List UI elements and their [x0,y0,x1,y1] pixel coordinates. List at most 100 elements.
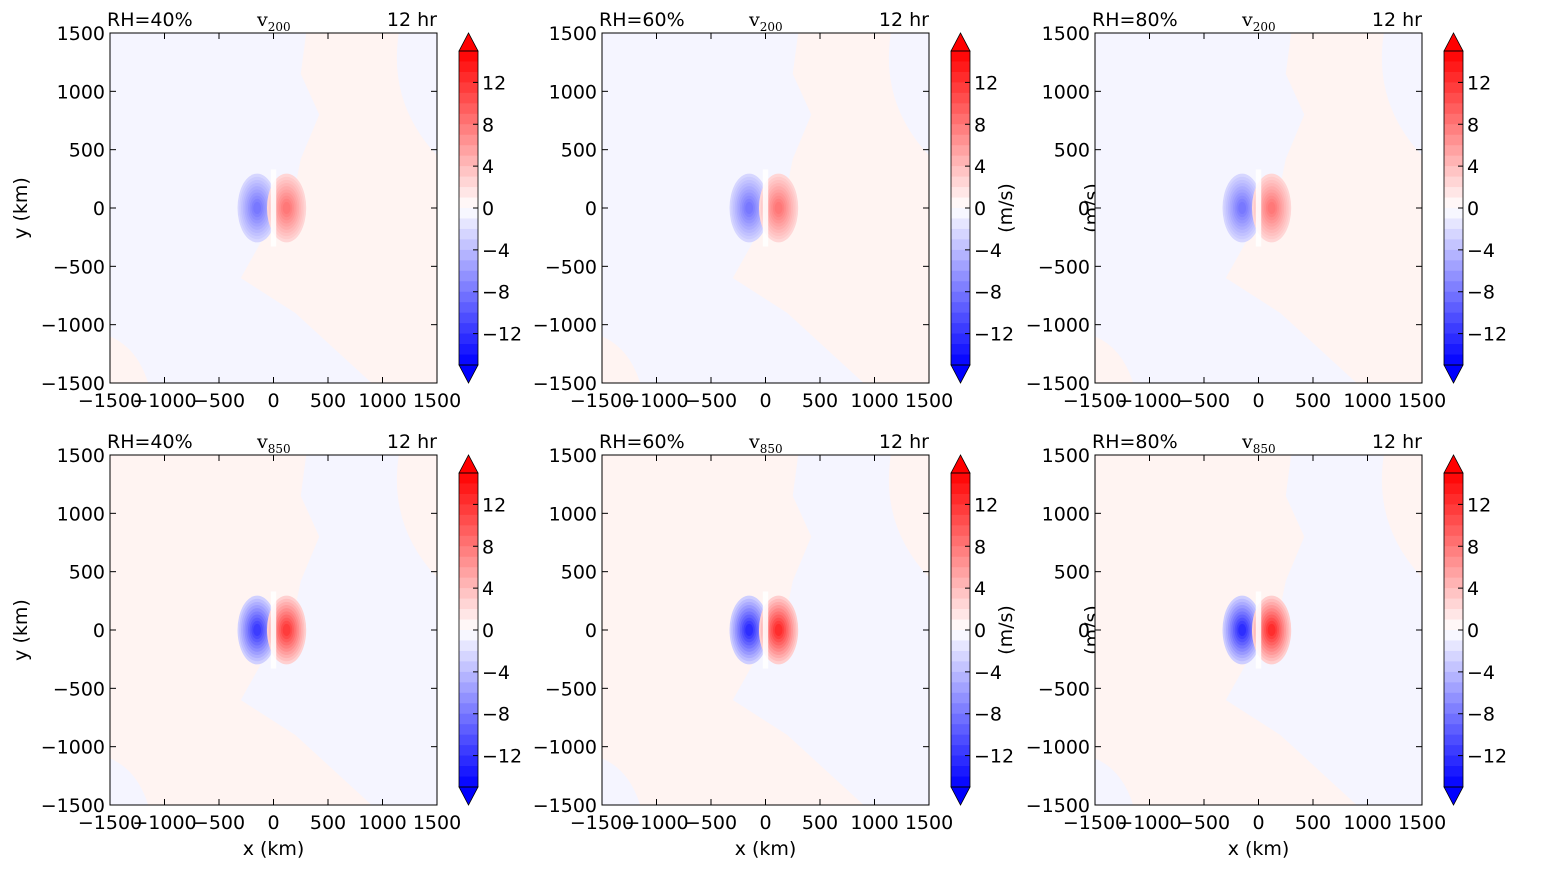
colorbar-segment [951,71,970,83]
colorbar-segment [459,187,478,199]
zero-gap [762,169,769,247]
negative-lobe-contour [1238,623,1247,637]
y-tick-label: 1000 [549,81,597,103]
colorbar-segment [1444,51,1463,62]
rh-label: RH=40% [107,9,193,31]
colorbar-segment [951,228,970,240]
contour-field [1095,455,1422,805]
colorbar-segment [459,493,478,505]
y-tick-label: 500 [561,140,597,162]
colorbar-segment [459,671,478,683]
variable-symbol: v [256,9,268,31]
zero-gap [1255,169,1262,247]
colorbar-segment [1444,525,1463,537]
colorbar-segment [1444,218,1463,230]
rh-label: RH=60% [599,431,685,453]
rh-label: RH=80% [1092,9,1178,31]
background-east [1225,455,1422,805]
x-tick-label: −500 [685,812,737,834]
colorbar-tick-label: −12 [482,746,522,768]
colorbar-segment [459,609,478,621]
colorbar-segment [1444,92,1463,104]
contour-field [110,455,437,805]
colorbar-segment [459,734,478,746]
x-tick-label: −1500 [1063,390,1127,412]
zero-gap [270,169,277,247]
colorbar-tick-label: 8 [1467,536,1479,558]
panel-1: −1500−1500−1000−1000−500−500005005001000… [533,9,1103,412]
time-label: 12 hr [1372,9,1422,31]
time-label: 12 hr [1372,431,1422,453]
colorbar-segment [459,197,478,209]
colorbar-segment [1444,640,1463,652]
colorbar-segment [459,745,478,757]
colorbar-segment [459,630,478,641]
colorbar-tick-label: 12 [1467,72,1491,94]
y-tick-label: −1000 [1026,315,1090,337]
colorbar-segment [951,281,970,293]
colorbar-segment [1444,703,1463,715]
colorbar-segment [951,197,970,209]
colorbar-segment [1444,344,1463,356]
x-tick-label: −500 [1178,812,1230,834]
colorbar-segment [459,145,478,157]
colorbar-segment [459,692,478,704]
y-tick-label: 1000 [57,81,105,103]
colorbar-tick-label: 0 [1467,620,1479,642]
colorbar-segment [951,640,970,652]
variable-symbol: v [1241,9,1253,31]
colorbar-tick-label: 12 [1467,494,1491,516]
colorbar-segment [459,166,478,178]
colorbar-segment [951,312,970,324]
panel-4: −1500−1500−1000−1000−500−500005005001000… [533,431,1103,860]
colorbar-segment [1444,619,1463,631]
colorbar-segment [951,514,970,526]
y-tick-label: 0 [93,198,105,220]
x-axis-label: x (km) [1228,838,1290,860]
colorbar-tick-label: 8 [974,536,986,558]
colorbar-tick-label: −4 [974,662,1002,684]
colorbar-tick-label: −4 [482,662,510,684]
negative-lobe-contour [1238,201,1247,215]
x-tick-label: 1500 [413,390,461,412]
zero-gap [270,591,277,669]
colorbar-segment [459,483,478,495]
negative-lobe-contour [253,201,262,215]
x-tick-label: −1500 [78,390,142,412]
rh-label: RH=80% [1092,431,1178,453]
variable-subscript: 850 [268,442,291,456]
colorbar-segment [951,344,970,356]
colorbar-tick-label: −12 [482,324,522,346]
colorbar-segment [459,556,478,568]
colorbar-segment [459,239,478,251]
colorbar-segment [951,323,970,335]
colorbar-segment [459,218,478,230]
x-tick-label: 500 [310,390,346,412]
y-tick-label: −500 [545,256,597,278]
colorbar-extend-min [458,786,479,806]
colorbar-segment [459,302,478,314]
colorbar-segment [1444,473,1463,484]
colorbar-segment [459,71,478,83]
y-tick-label: 0 [1078,620,1090,642]
colorbar-segment [459,270,478,282]
colorbar-segment [951,103,970,115]
x-tick-label: 1000 [850,812,898,834]
colorbar-tick-label: −4 [1467,662,1495,684]
x-tick-label: −1500 [1063,812,1127,834]
colorbar-extend-max [1443,32,1464,52]
colorbar-segment [459,766,478,778]
rh-label: RH=40% [107,431,193,453]
colorbar-tick-label: 12 [974,494,998,516]
colorbar-segment [951,745,970,757]
y-tick-label: −1500 [1026,795,1090,817]
x-axis-label: x (km) [735,838,797,860]
colorbar-segment [1444,71,1463,83]
x-tick-label: −1500 [78,812,142,834]
negative-lobe-contour [745,201,754,215]
positive-lobe-contour [1267,201,1276,215]
colorbar-tick-label: −12 [1467,746,1507,768]
colorbar-segment [951,776,970,788]
colorbar-segment [459,473,478,484]
